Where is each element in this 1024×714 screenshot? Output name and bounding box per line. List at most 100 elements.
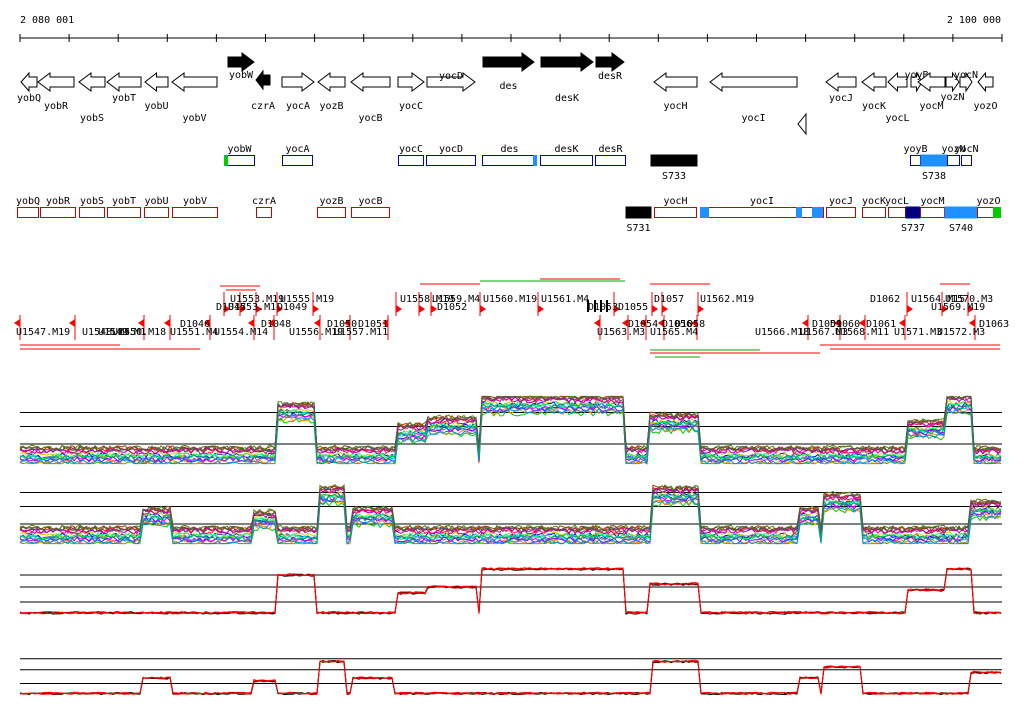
segment-yocH[interactable] xyxy=(654,207,697,218)
gene-arrow-yocM[interactable] xyxy=(917,72,946,92)
expression-series xyxy=(19,495,1002,544)
feature-flag-head xyxy=(640,319,646,327)
feature-flag-head xyxy=(240,305,246,313)
gene-arrow-yocB[interactable] xyxy=(350,72,391,92)
upstream-label: U1565.M4 xyxy=(650,327,698,338)
gene-arrow-czrA[interactable] xyxy=(255,69,271,91)
segment-yoyB[interactable] xyxy=(910,155,921,166)
segment-label-yoyB: yoyB xyxy=(903,144,927,155)
feature-bar xyxy=(600,300,602,312)
segment-yobU[interactable] xyxy=(144,207,169,218)
gene-label-yocL: yocL xyxy=(885,113,909,124)
upstream-label: D1054 xyxy=(628,319,658,330)
gene-arrow-des[interactable] xyxy=(482,52,535,72)
segment-yocA[interactable] xyxy=(282,155,313,166)
segment-yocN[interactable] xyxy=(961,155,972,166)
expression-panel-minus-strand xyxy=(19,483,1002,545)
gene-arrow-yocN[interactable] xyxy=(959,71,973,93)
segment-label-S740: S740 xyxy=(949,223,973,234)
segment-label-S737: S737 xyxy=(901,223,925,234)
gene-arrow-yobU[interactable] xyxy=(144,71,169,93)
feature-flag-head xyxy=(969,319,975,327)
segment-S737[interactable] xyxy=(905,206,921,219)
segment-desR[interactable] xyxy=(595,155,626,166)
segment-yobV[interactable] xyxy=(172,207,218,218)
segment-label-yobR: yobR xyxy=(46,196,71,207)
feature-flag-head xyxy=(907,305,913,313)
upstream-label: U1568.M11 xyxy=(835,327,889,338)
feature-flag-head xyxy=(968,305,974,313)
segment-S740[interactable] xyxy=(944,206,978,219)
expression-series xyxy=(19,402,1002,462)
expression-series xyxy=(19,567,1002,614)
gene-arrow-yocI[interactable] xyxy=(709,72,798,92)
feature-flag-head xyxy=(538,305,544,313)
segment-yobS[interactable] xyxy=(79,207,105,218)
gene-label-yocD: yocD xyxy=(439,71,463,82)
upstream-label: U1547.M19 xyxy=(16,327,70,338)
gene-arrow-yobR[interactable] xyxy=(37,72,75,92)
feature-flag-head xyxy=(652,305,658,313)
segment-yobR[interactable] xyxy=(40,207,76,218)
segment-label-yocH: yocH xyxy=(663,196,687,207)
feature-flag-head xyxy=(419,305,425,313)
segment-yozN[interactable] xyxy=(947,155,960,166)
upstream-label: U1561.M4 xyxy=(541,294,589,305)
upstream-label: D1055 xyxy=(618,302,648,313)
segment-yocI[interactable] xyxy=(700,207,824,218)
segment-yozB[interactable] xyxy=(317,207,346,218)
gene-label-yocJ: yocJ xyxy=(829,93,853,104)
gene-label-yobV: yobV xyxy=(182,113,206,124)
segment-S738[interactable] xyxy=(920,154,948,167)
segment-czrA[interactable] xyxy=(256,207,272,218)
feature-flag-head xyxy=(14,319,20,327)
gene-arrow-yocH[interactable] xyxy=(653,72,698,92)
upstream-label: U1571.M3 xyxy=(894,327,942,338)
gene-arrow-yozN[interactable] xyxy=(945,71,960,93)
gene-arrow-desR[interactable] xyxy=(595,52,625,72)
segment-S731[interactable] xyxy=(625,206,652,219)
segment-yocL[interactable] xyxy=(888,207,906,218)
expression-series xyxy=(19,493,1002,542)
segment-yocK[interactable] xyxy=(862,207,886,218)
segment-yocM[interactable] xyxy=(920,207,945,218)
expression-series xyxy=(19,659,1002,695)
gene-label-yocK: yocK xyxy=(862,101,886,112)
segment-yocD[interactable] xyxy=(426,155,476,166)
gene-arrow-yobS[interactable] xyxy=(78,72,106,92)
gene-arrow-yobV[interactable] xyxy=(171,72,218,92)
feature-flag-head xyxy=(834,319,840,327)
segment-des[interactable] xyxy=(482,155,537,166)
gene-label-yobQ: yobQ xyxy=(17,93,41,104)
ruler-start-label: 2 080 001 xyxy=(20,15,74,26)
gene-arrow-yozO[interactable] xyxy=(977,71,994,93)
gene-arrow-yobT[interactable] xyxy=(106,72,142,92)
segment-marker xyxy=(224,155,228,166)
upstream-label: D1062 xyxy=(870,294,900,305)
gene-arrow-yoyB[interactable] xyxy=(910,71,923,93)
transcript-segments-plus: yobW yocA yocC yocD des desK desR S733 yoyB S738 y… xyxy=(224,144,979,182)
gene-arrow-desK[interactable] xyxy=(540,52,594,72)
segment-S733[interactable] xyxy=(650,154,698,167)
segment-yobW[interactable] xyxy=(224,155,255,166)
gene-arrow-yobW[interactable] xyxy=(227,52,255,72)
gene-arrow-yocK[interactable] xyxy=(861,72,887,92)
segment-yocB[interactable] xyxy=(351,207,390,218)
gene-label-des: des xyxy=(499,81,517,92)
segment-desK[interactable] xyxy=(540,155,593,166)
gene-arrow-yocA[interactable] xyxy=(281,72,315,92)
gene-arrow-yocL[interactable] xyxy=(887,71,908,93)
gene-arrow-yozB[interactable] xyxy=(317,72,346,92)
gene-arrow-yocC[interactable] xyxy=(397,72,425,92)
gene-arrow-yocD[interactable] xyxy=(426,72,476,92)
gene-arrow-yobQ[interactable] xyxy=(20,71,38,93)
upstream-label: U1556.M19 xyxy=(289,327,343,338)
segment-yobQ[interactable] xyxy=(17,207,39,218)
segment-yobT[interactable] xyxy=(107,207,141,218)
gene-arrow-yocJ[interactable] xyxy=(825,72,857,92)
segment-yocC[interactable] xyxy=(398,155,424,166)
feature-bar xyxy=(594,300,596,312)
segment-yocJ[interactable] xyxy=(826,207,856,218)
